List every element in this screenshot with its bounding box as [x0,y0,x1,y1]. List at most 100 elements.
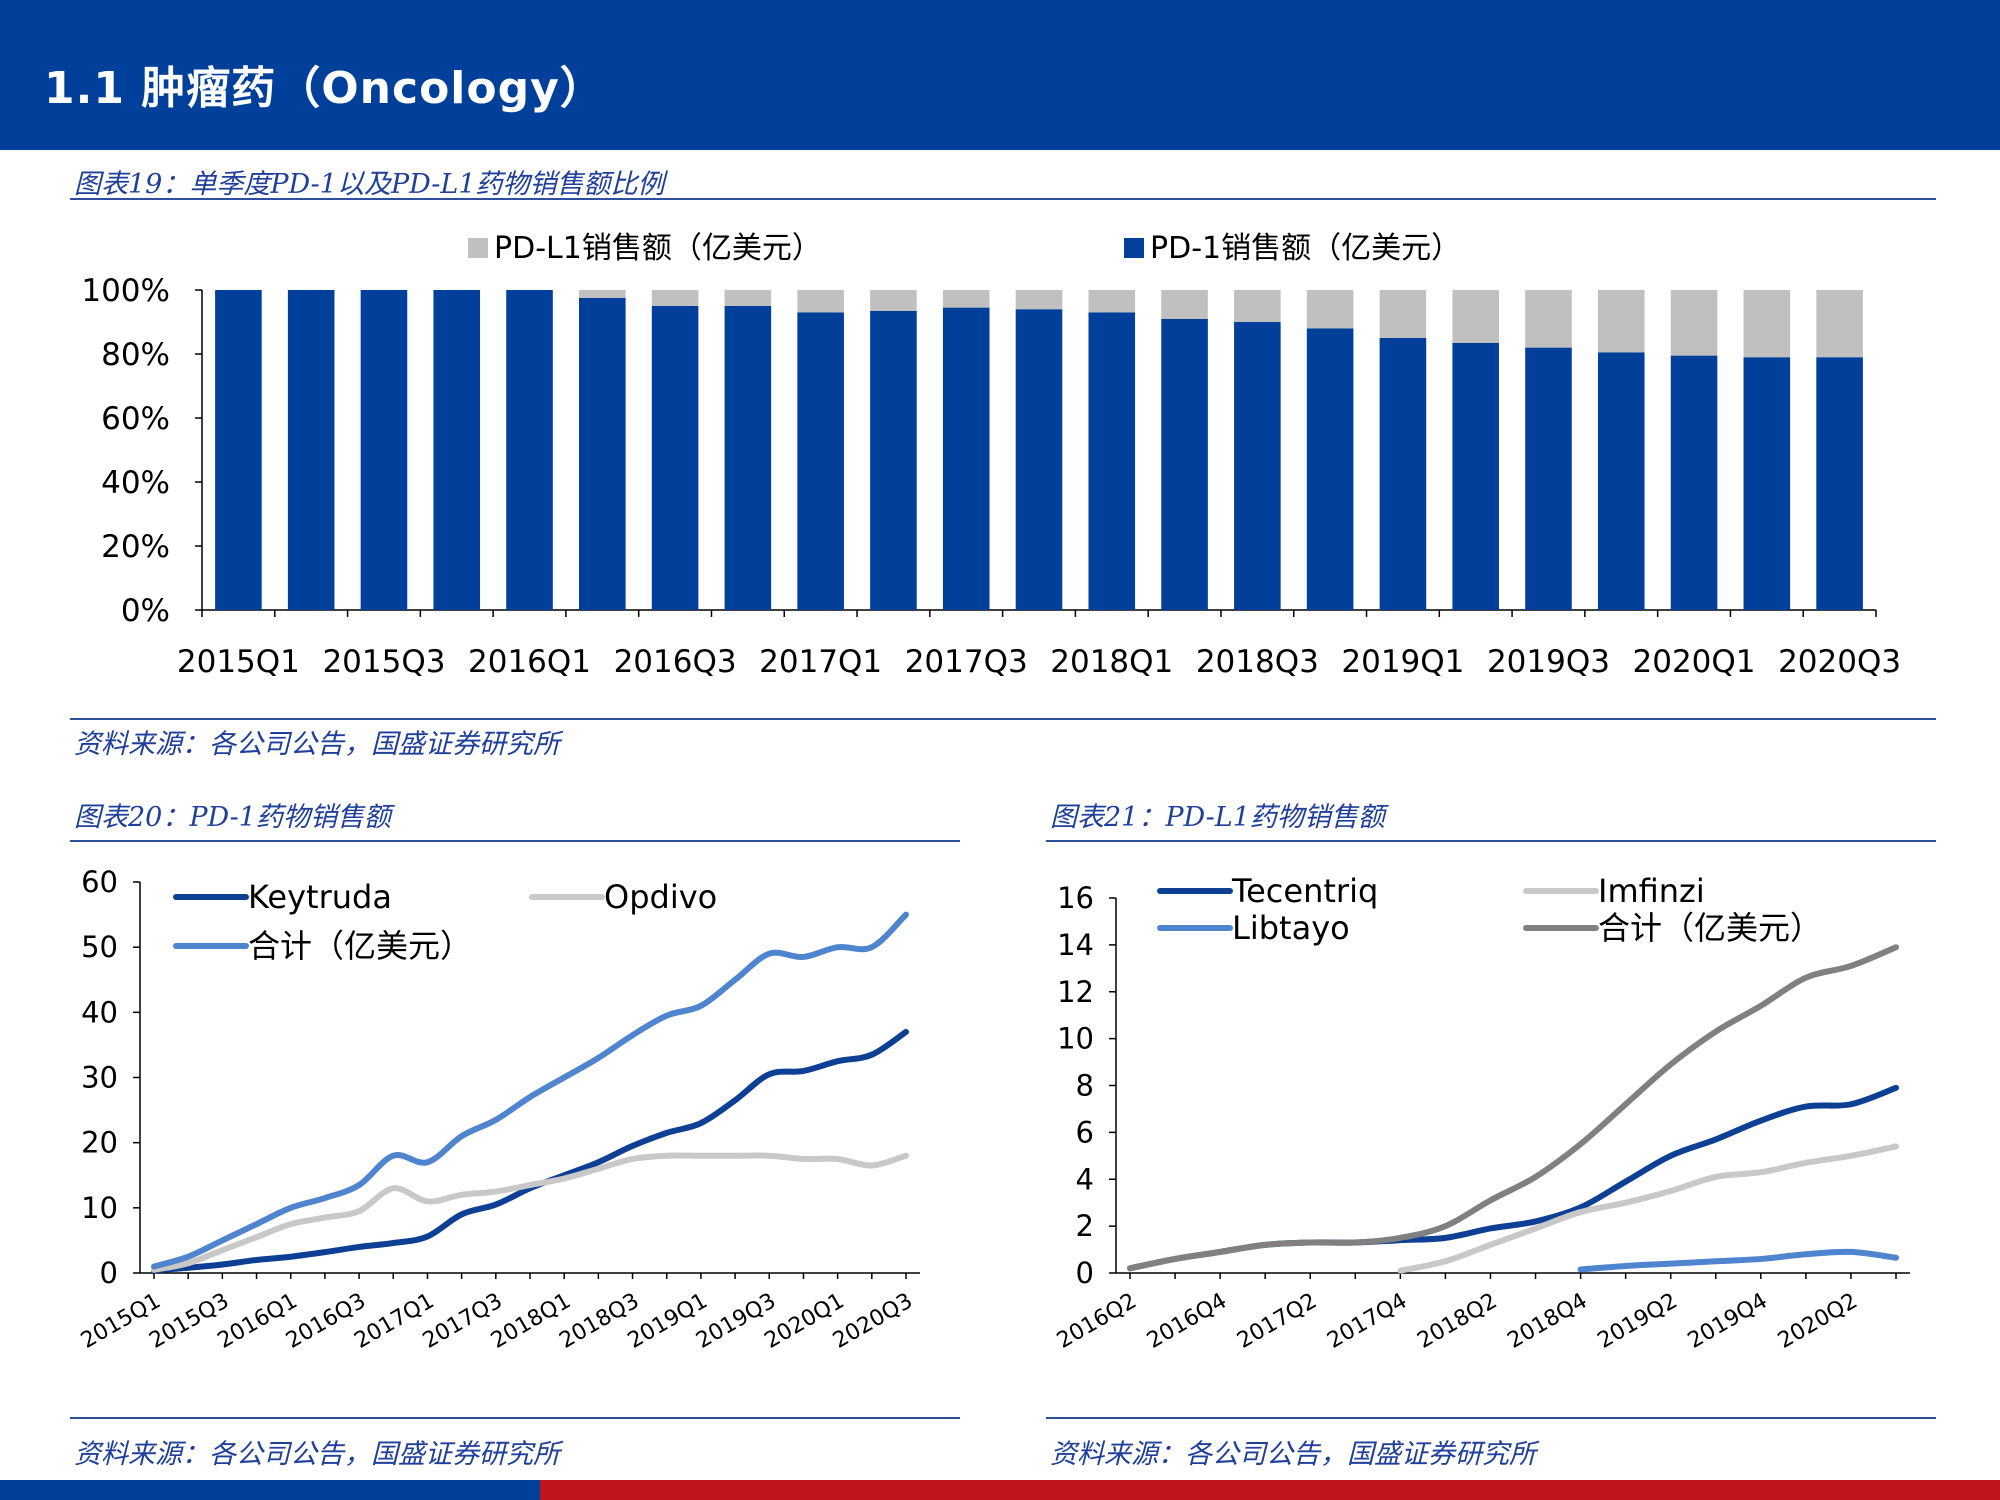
x-tick-label: 2015Q1 [177,644,300,680]
y-tick-label: 10 [1057,1022,1094,1056]
bar-segment [1816,290,1863,358]
figure-19-source: 资料来源：各公司公告，国盛证券研究所 [74,729,560,760]
bar-segment [1452,290,1499,343]
figure-20-source: 资料来源：各公司公告，国盛证券研究所 [74,1439,560,1470]
x-tick-label: 2018Q1 [1050,644,1173,680]
x-tick-label: 2017Q3 [905,644,1028,680]
x-tick-label: 2018Q2 [1413,1289,1501,1354]
bar-segment [1525,290,1572,348]
bar-segment [724,306,772,610]
legend-label: Keytruda [248,878,392,916]
divider [70,840,960,842]
figure-21-caption: 图表21：PD-L1药物销售额 [1050,802,1385,833]
bar-segment [360,290,408,610]
bar-segment [1743,290,1791,358]
y-tick-label: 30 [81,1061,118,1095]
bar-segment [1306,328,1354,610]
x-tick-label: 2016Q2 [1053,1289,1141,1354]
y-tick-label: 50 [81,930,118,964]
legend-label: 合计（亿美元） [1598,909,1822,947]
legend-label: 合计（亿美元） [248,927,472,965]
x-tick-label: 2016Q3 [614,644,737,680]
x-tick-label: 2020Q2 [1774,1289,1862,1354]
x-tick-label: 2020Q1 [1633,644,1756,680]
y-tick-label: 60% [101,401,170,437]
footer-red-bar [540,1480,2000,1500]
y-tick-label: 0% [121,593,170,629]
y-tick-label: 0 [100,1256,118,1290]
bar-segment [1597,352,1645,610]
divider [70,198,1936,200]
x-tick-label: 2018Q4 [1503,1289,1591,1354]
bar-segment [579,298,626,610]
bar-segment [942,307,990,610]
y-tick-label: 80% [101,337,170,373]
legend-label: Opdivo [604,878,717,916]
x-tick-label: 2019Q3 [1487,644,1610,680]
divider [70,1417,960,1419]
bar-segment [651,290,699,306]
bar-segment [870,310,917,610]
series-line [151,1028,909,1274]
x-tick-label: 2017Q4 [1323,1289,1411,1354]
footer-blue-bar [0,1480,540,1500]
bar-segment [1670,290,1718,356]
bar-segment [1161,318,1208,610]
x-tick-label: 2020Q3 [829,1289,917,1354]
bar-segment [870,290,917,311]
series-line [1127,944,1899,1272]
series-line [1397,1143,1899,1274]
legend-swatch [468,238,488,258]
y-tick-label: 20 [81,1126,118,1160]
y-tick-label: 16 [1057,881,1094,915]
bar-segment [724,290,772,306]
x-tick-label: 2016Q4 [1143,1289,1231,1354]
legend-swatch [1124,238,1144,258]
bar-segment [506,290,553,610]
bar-segment [1525,347,1572,610]
header-bar: 1.1 肿瘤药（Oncology） [0,0,2000,150]
legend-label: Imfinzi [1598,872,1705,910]
legend-label: PD-L1销售额（亿美元） [494,231,822,266]
bar-segment [797,290,844,313]
y-tick-label: 40 [81,995,118,1029]
bar-segment [1234,290,1281,322]
series-line [1127,1084,1899,1272]
x-tick-label: 2020Q3 [1778,644,1901,680]
series-line [151,911,909,1270]
x-tick-label: 2018Q3 [1196,644,1319,680]
bar-segment [1597,290,1645,353]
y-tick-label: 8 [1076,1069,1094,1103]
figure-21-source: 资料来源：各公司公告，国盛证券研究所 [1050,1439,1536,1470]
bar-segment [433,290,481,610]
bar-segment [287,290,335,610]
y-tick-label: 20% [101,529,170,565]
divider [1046,840,1936,842]
bar-segment [1088,312,1136,610]
y-tick-label: 10 [81,1191,118,1225]
x-tick-label: 2019Q2 [1594,1289,1682,1354]
x-tick-label: 2019Q1 [1341,644,1464,680]
bar-segment [215,290,262,610]
bar-segment [1379,290,1427,338]
bar-segment [1452,342,1499,610]
legend-label: Tecentriq [1231,872,1378,910]
x-tick-label: 2017Q2 [1233,1289,1321,1354]
bar-segment [1234,322,1281,610]
x-tick-label: 2015Q3 [322,644,445,680]
bar-segment [1743,357,1791,610]
x-tick-label: 2017Q1 [759,644,882,680]
bar-segment [797,312,844,610]
figure-20-caption: 图表20：PD-1药物销售额 [74,802,391,833]
figure-19-caption: 图表19：单季度PD-1以及PD-L1药物销售额比例 [74,169,665,200]
y-tick-label: 4 [1076,1162,1094,1196]
divider [70,718,1936,720]
bar-segment [1015,290,1063,310]
bar-segment [1816,357,1863,610]
bar-segment [1670,355,1718,610]
divider [1046,1417,1936,1419]
series-line [151,1152,909,1273]
x-tick-label: 2019Q4 [1684,1289,1772,1354]
bar-segment [651,306,699,610]
